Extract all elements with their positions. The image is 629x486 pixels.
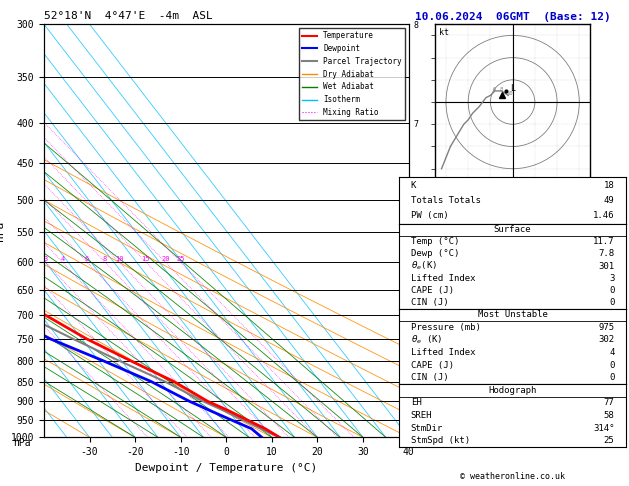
Text: CIN (J): CIN (J) [411, 373, 448, 382]
Text: Temp (°C): Temp (°C) [411, 237, 459, 246]
Text: 302: 302 [598, 335, 615, 345]
Text: K: K [411, 181, 416, 190]
X-axis label: Dewpoint / Temperature (°C): Dewpoint / Temperature (°C) [135, 463, 318, 473]
Text: 1.46: 1.46 [593, 211, 615, 220]
Text: Hodograph: Hodograph [489, 386, 537, 395]
Text: 52°18'N  4°47'E  -4m  ASL: 52°18'N 4°47'E -4m ASL [44, 11, 213, 21]
Y-axis label: km
ASL: km ASL [440, 231, 458, 252]
Text: 25: 25 [177, 256, 185, 262]
Text: SREH: SREH [411, 411, 432, 420]
Text: CIN (J): CIN (J) [411, 298, 448, 307]
Text: 6: 6 [85, 256, 89, 262]
Text: 3: 3 [609, 274, 615, 283]
Text: 4: 4 [60, 256, 65, 262]
Text: 0: 0 [609, 373, 615, 382]
Text: L: L [510, 84, 515, 93]
Text: 18: 18 [604, 181, 615, 190]
Text: 7.8: 7.8 [598, 249, 615, 259]
Text: 8: 8 [103, 256, 107, 262]
Text: 975: 975 [598, 323, 615, 332]
Text: 10: 10 [115, 256, 123, 262]
Text: 6: 6 [493, 87, 496, 92]
Legend: Temperature, Dewpoint, Parcel Trajectory, Dry Adiabat, Wet Adiabat, Isotherm, Mi: Temperature, Dewpoint, Parcel Trajectory… [299, 28, 405, 120]
Text: 8: 8 [499, 87, 503, 92]
Text: 4: 4 [609, 348, 615, 357]
Text: $\theta_e$(K): $\theta_e$(K) [411, 260, 437, 272]
Text: 0: 0 [609, 298, 615, 307]
Text: 15: 15 [142, 256, 150, 262]
Text: 25: 25 [604, 436, 615, 445]
Text: PW (cm): PW (cm) [411, 211, 448, 220]
Y-axis label: hPa: hPa [0, 221, 5, 241]
Text: $\theta_e$ (K): $\theta_e$ (K) [411, 334, 442, 346]
Text: EH: EH [411, 399, 421, 407]
Text: Pressure (mb): Pressure (mb) [411, 323, 481, 332]
Text: 10: 10 [506, 91, 513, 96]
Text: 58: 58 [604, 411, 615, 420]
Text: CAPE (J): CAPE (J) [411, 286, 454, 295]
Text: CAPE (J): CAPE (J) [411, 361, 454, 370]
Text: StmDir: StmDir [411, 424, 443, 433]
Text: 3: 3 [43, 256, 48, 262]
Text: 0: 0 [609, 361, 615, 370]
Text: Mixing Ratio (g/kg): Mixing Ratio (g/kg) [433, 175, 443, 287]
Text: Most Unstable: Most Unstable [477, 311, 548, 319]
Text: Dewp (°C): Dewp (°C) [411, 249, 459, 259]
Text: Lifted Index: Lifted Index [411, 348, 476, 357]
Text: Surface: Surface [494, 225, 532, 234]
Text: Lifted Index: Lifted Index [411, 274, 476, 283]
Text: hPa: hPa [13, 438, 31, 448]
Text: 11.7: 11.7 [593, 237, 615, 246]
Text: 49: 49 [604, 196, 615, 205]
Text: Totals Totals: Totals Totals [411, 196, 481, 205]
Text: 301: 301 [598, 261, 615, 271]
Text: 77: 77 [604, 399, 615, 407]
Text: © weatheronline.co.uk: © weatheronline.co.uk [460, 472, 565, 481]
Text: 314°: 314° [593, 424, 615, 433]
Text: 20: 20 [161, 256, 170, 262]
Text: kt: kt [439, 28, 449, 37]
Text: 0: 0 [609, 286, 615, 295]
Text: 10.06.2024  06GMT  (Base: 12): 10.06.2024 06GMT (Base: 12) [415, 12, 611, 22]
Text: StmSpd (kt): StmSpd (kt) [411, 436, 470, 445]
